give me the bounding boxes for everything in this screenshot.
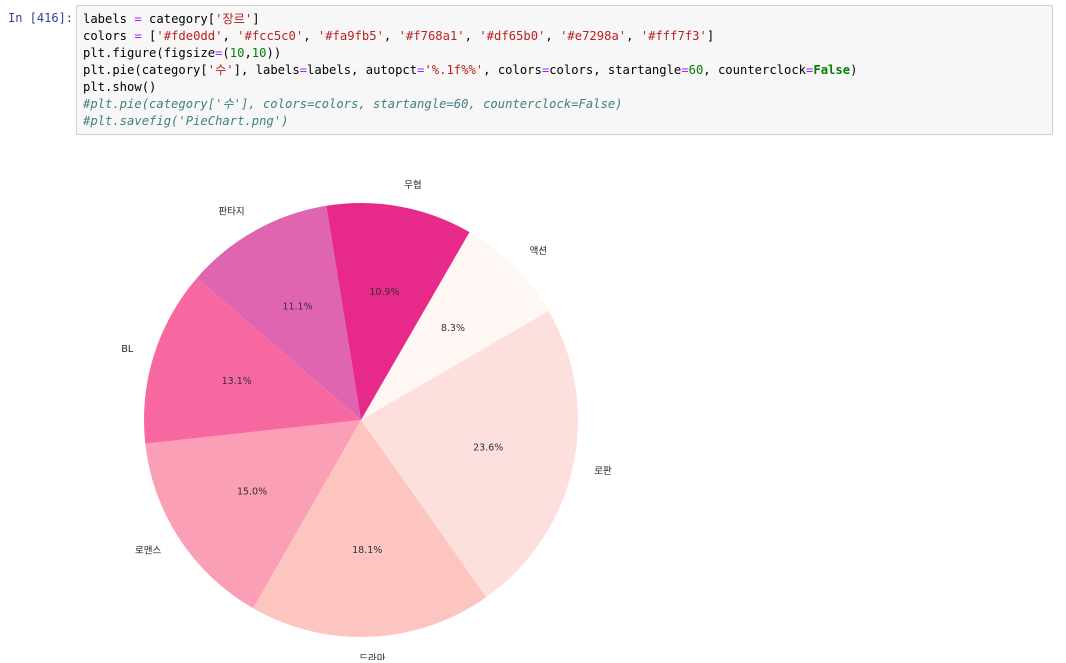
code-line-1: labels = category['장르'] (83, 12, 260, 26)
code-line-3: plt.figure(figsize=(10,10)) (83, 46, 282, 60)
pie-slice-6 (326, 203, 470, 420)
pie-pct-label-2: 18.1% (352, 545, 382, 556)
code-line-5: plt.show() (83, 80, 157, 94)
pie-slice-3 (145, 420, 361, 609)
pie-slice-label-4: BL (121, 344, 134, 355)
pie-pct-label-0: 8.3% (441, 323, 465, 334)
code-line-2: colors = ['#fde0dd', '#fcc5c0', '#fa9fb5… (83, 29, 715, 43)
pie-slice-label-6: 무협 (404, 179, 421, 191)
pie-slice-4 (144, 277, 361, 444)
pie-slice-2 (253, 420, 487, 637)
code-line-6: #plt.pie(category['수'], colors=colors, s… (83, 97, 623, 111)
pie-slice-label-1: 로판 (594, 466, 612, 477)
pie-slice-label-5: 판타지 (218, 207, 244, 218)
pie-pct-label-5: 11.1% (282, 301, 312, 312)
code-line-4: plt.pie(category['수'], labels=labels, au… (83, 63, 858, 77)
pie-slice-label-3: 로맨스 (135, 546, 161, 557)
code-cell-editor[interactable]: labels = category['장르'] colors = ['#fde0… (76, 5, 1053, 135)
pie-slice-1 (361, 311, 578, 598)
pie-pct-label-3: 15.0% (237, 486, 267, 497)
code-line-7: #plt.savefig('PieChart.png') (83, 114, 289, 128)
cell-output-area: 8.3% 액션 23.6% 로판 18.1% 드라마 15.0% 로맨스 13.1% BL 11.1… (76, 140, 1056, 660)
pie-slice-label-2: 드라마 (359, 653, 385, 660)
pie-pct-label-4: 13.1% (222, 376, 252, 387)
pie-chart: 8.3% 액션 23.6% 로판 18.1% 드라마 15.0% 로맨스 13.1% BL 11.1… (121, 179, 612, 660)
pie-pct-label-1: 23.6% (473, 443, 503, 454)
pie-slice-label-0: 액션 (530, 245, 547, 257)
pie-pct-label-6: 10.9% (369, 287, 399, 298)
cell-prompt: In [416]: (8, 11, 74, 25)
pie-slice-5 (196, 205, 361, 420)
pie-slice-0 (361, 232, 549, 420)
